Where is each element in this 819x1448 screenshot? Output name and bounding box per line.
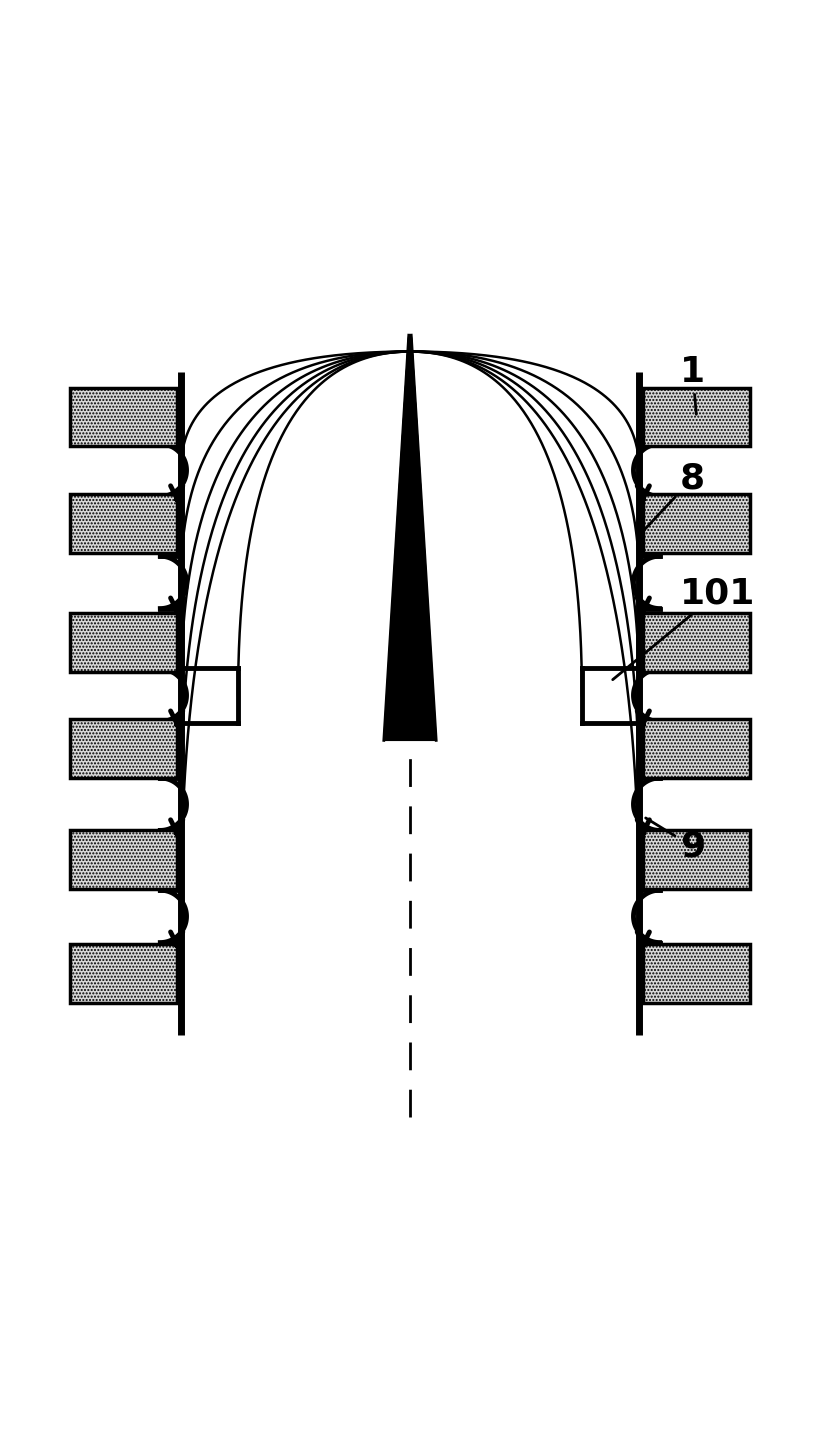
Bar xyxy=(643,388,749,446)
Text: 9: 9 xyxy=(645,818,704,864)
Bar xyxy=(70,388,176,446)
Bar xyxy=(70,613,176,672)
Polygon shape xyxy=(383,334,436,740)
Bar xyxy=(643,944,749,1003)
Bar xyxy=(643,830,749,889)
Bar xyxy=(70,494,176,553)
Text: 1: 1 xyxy=(679,355,704,414)
Bar xyxy=(70,830,176,889)
Bar xyxy=(70,944,176,1003)
Text: 101: 101 xyxy=(612,576,754,679)
Bar xyxy=(643,494,749,553)
Bar xyxy=(643,720,749,778)
Text: 8: 8 xyxy=(640,462,704,533)
Bar xyxy=(70,720,176,778)
Bar xyxy=(643,613,749,672)
